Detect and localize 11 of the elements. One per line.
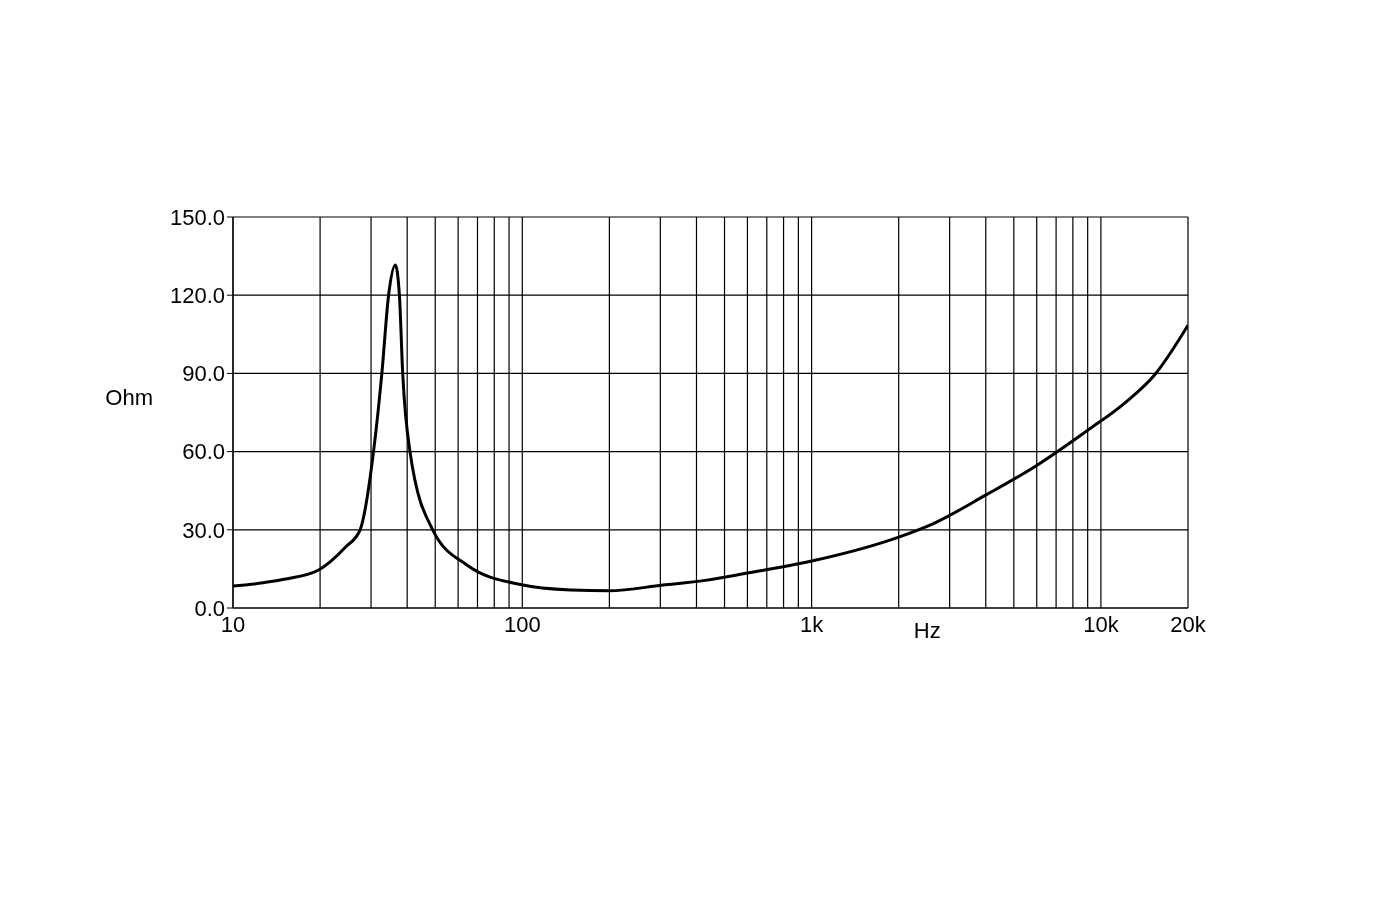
y-tick-label: 120.0 bbox=[169, 283, 225, 309]
x-axis-title: Hz bbox=[913, 618, 941, 643]
y-tick-label: 90.0 bbox=[182, 361, 225, 387]
y-tick-label: 30.0 bbox=[182, 517, 225, 543]
x-tick-label: 1k bbox=[799, 611, 825, 637]
y-tick-label: 150.0 bbox=[169, 204, 225, 230]
x-tick-label: 10k bbox=[1083, 611, 1120, 637]
x-tick-label: 20k bbox=[1170, 611, 1207, 637]
y-tick-label: 60.0 bbox=[182, 439, 225, 465]
x-tick-label: 100 bbox=[503, 611, 541, 637]
y-axis-title: Ohm bbox=[105, 384, 153, 410]
